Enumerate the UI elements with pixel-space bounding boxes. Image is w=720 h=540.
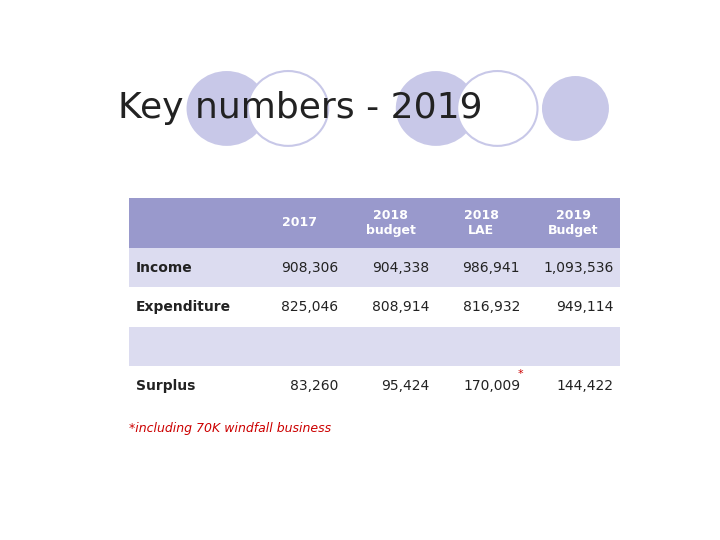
Text: 949,114: 949,114 [556, 300, 613, 314]
Ellipse shape [457, 71, 538, 146]
Ellipse shape [396, 71, 476, 146]
Bar [129, 198, 620, 248]
Text: *including 70K windfall business: *including 70K windfall business [129, 422, 331, 435]
Text: 2017: 2017 [282, 217, 318, 230]
Text: 2018
budget: 2018 budget [366, 209, 415, 237]
Text: 904,338: 904,338 [372, 260, 429, 274]
Text: 95,424: 95,424 [381, 379, 429, 393]
Text: 816,932: 816,932 [463, 300, 520, 314]
Text: Expenditure: Expenditure [136, 300, 231, 314]
Ellipse shape [542, 76, 609, 141]
Text: *: * [517, 369, 523, 379]
Ellipse shape [186, 71, 267, 146]
Bar [129, 366, 620, 406]
Text: 2019
Budget: 2019 Budget [548, 209, 599, 237]
Text: 2018
LAE: 2018 LAE [464, 209, 499, 237]
Bar [129, 287, 620, 327]
Ellipse shape [248, 71, 328, 146]
Text: 170,009: 170,009 [463, 379, 520, 393]
Text: Income: Income [136, 260, 192, 274]
Text: 83,260: 83,260 [290, 379, 338, 393]
Text: Surplus: Surplus [136, 379, 195, 393]
Text: 986,941: 986,941 [463, 260, 520, 274]
Text: Key numbers - 2019: Key numbers - 2019 [118, 91, 482, 125]
Text: 908,306: 908,306 [282, 260, 338, 274]
Bar [129, 248, 620, 287]
Text: 1,093,536: 1,093,536 [543, 260, 613, 274]
Text: 825,046: 825,046 [282, 300, 338, 314]
Text: 808,914: 808,914 [372, 300, 429, 314]
Bar [129, 327, 620, 366]
Text: 144,422: 144,422 [557, 379, 613, 393]
